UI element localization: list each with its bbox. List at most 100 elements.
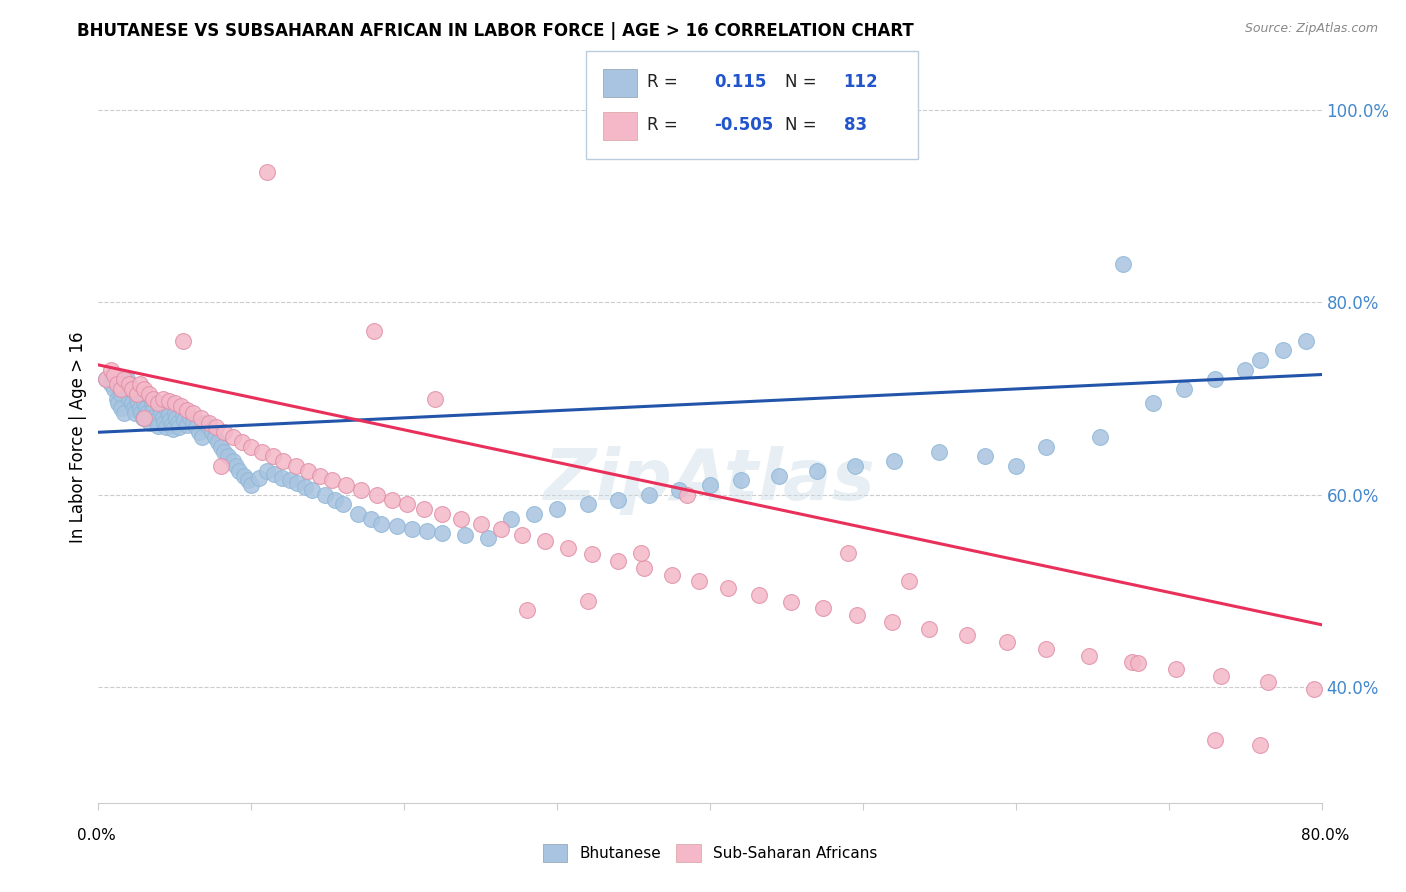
Point (125, 386, 148, 401)
Point (416, 524, 439, 539)
Point (172, 334, 194, 348)
Point (477, 531, 499, 545)
Point (676, 488, 699, 502)
Point (134, 382, 156, 396)
Point (883, 454, 905, 468)
Point (121, 396, 143, 410)
Point (205, 420, 228, 434)
Point (238, 474, 260, 488)
Text: R =: R = (647, 73, 678, 91)
Point (110, 382, 132, 396)
Point (730, 474, 752, 488)
Point (273, 454, 295, 468)
Point (170, 399, 193, 413)
Point (127, 396, 149, 410)
Point (169, 420, 191, 434)
Point (363, 324, 385, 338)
Point (110, 401, 132, 416)
Point (100, 377, 122, 392)
Point (212, 425, 235, 440)
Point (630, 545, 652, 559)
Point (256, 464, 278, 478)
Point (366, 488, 388, 502)
Point (207, 434, 229, 449)
Point (1173, 382, 1195, 396)
Point (661, 567, 683, 582)
Point (385, 518, 408, 533)
Y-axis label: In Labor Force | Age > 16: In Labor Force | Age > 16 (69, 331, 87, 543)
Point (94, 372, 117, 386)
Point (179, 410, 201, 425)
Point (228, 464, 250, 478)
Point (118, 377, 141, 392)
Point (176, 403, 198, 417)
Point (607, 554, 630, 568)
Point (153, 416, 176, 430)
Point (197, 420, 219, 434)
Point (134, 410, 156, 425)
Point (668, 483, 690, 497)
Point (321, 474, 343, 488)
Point (956, 628, 979, 642)
Point (1112, 257, 1135, 271)
Text: 0.115: 0.115 (714, 73, 766, 91)
Point (112, 372, 135, 386)
Point (335, 478, 357, 492)
Point (156, 403, 179, 417)
Point (284, 458, 307, 473)
Point (181, 416, 204, 430)
Point (1204, 372, 1226, 386)
Point (301, 483, 323, 497)
Point (523, 507, 546, 521)
Point (1035, 440, 1057, 454)
Point (173, 413, 195, 427)
Text: ZipAtlas: ZipAtlas (544, 447, 876, 516)
Point (1004, 458, 1026, 473)
Point (143, 409, 166, 423)
Point (247, 470, 270, 484)
Point (633, 561, 655, 575)
Point (974, 450, 997, 464)
Point (576, 498, 599, 512)
Point (432, 526, 454, 541)
Text: Source: ZipAtlas.com: Source: ZipAtlas.com (1244, 22, 1378, 36)
Point (146, 396, 169, 410)
Point (845, 608, 868, 623)
Point (128, 401, 150, 416)
Point (124, 406, 146, 420)
Point (350, 483, 373, 497)
Point (146, 418, 169, 433)
Point (928, 444, 950, 458)
Point (103, 382, 125, 396)
Point (125, 392, 148, 406)
Point (163, 406, 186, 420)
Text: N =: N = (785, 116, 815, 134)
Point (401, 521, 423, 535)
Point (396, 498, 419, 512)
Point (232, 468, 254, 483)
Point (332, 498, 354, 512)
Point (1209, 669, 1232, 683)
Point (152, 392, 174, 406)
Point (142, 392, 165, 406)
Point (1142, 396, 1164, 410)
Point (209, 458, 232, 473)
Point (112, 406, 135, 420)
Point (134, 396, 156, 410)
Point (454, 528, 477, 542)
Point (314, 488, 336, 502)
Point (139, 416, 162, 430)
Point (94, 372, 117, 386)
Point (470, 516, 492, 531)
Point (167, 416, 190, 430)
Point (222, 430, 245, 444)
Point (225, 458, 247, 473)
Point (837, 545, 859, 559)
Point (489, 521, 512, 535)
Point (501, 512, 523, 526)
Point (197, 416, 219, 430)
Point (231, 434, 253, 449)
Point (546, 502, 568, 516)
Point (897, 574, 920, 589)
Point (186, 420, 208, 434)
